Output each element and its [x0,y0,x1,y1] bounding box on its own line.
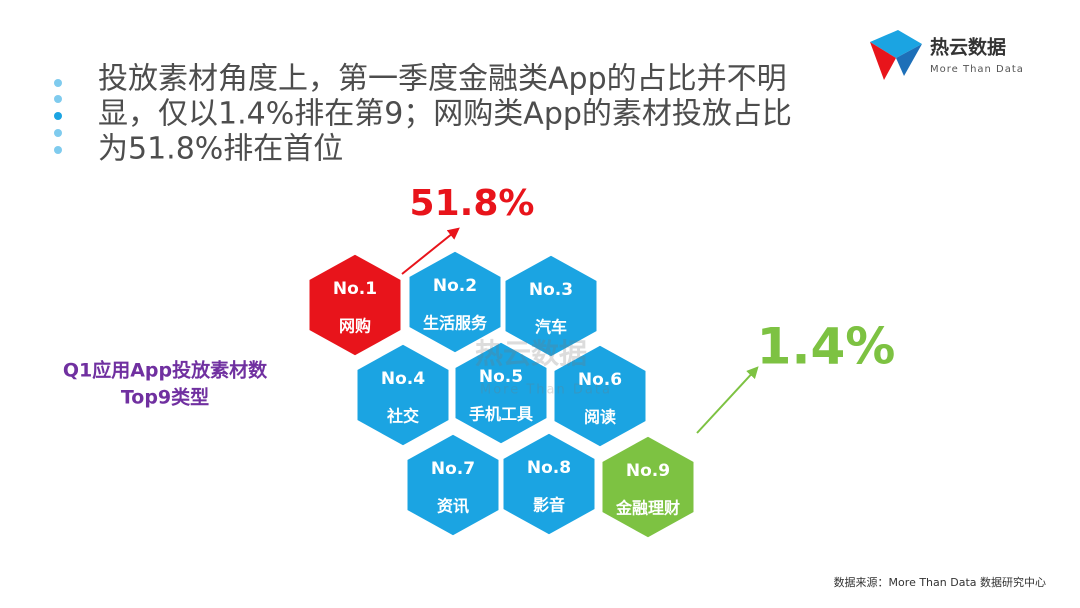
logo-tagline: More Than Data [930,64,1024,75]
hexagon [500,430,598,538]
hexagon-label: 汽车 [535,318,567,337]
hexagon-rank: No.9 [626,461,670,481]
hexagon-grid: No.1 网购 No.2 生活服务 No.3 汽车 No.4 社交 No.5 手机工具 No.6 阅读… [306,248,697,541]
hexagon-rank: No.3 [529,280,573,300]
bullet [54,112,62,120]
hexagon [306,251,404,359]
bullet [54,95,62,103]
hexagon-label: 资讯 [437,497,469,516]
hexagon [354,341,452,449]
hexagon-rank: No.5 [479,367,523,387]
hexagon-label: 社交 [386,407,419,426]
arrow [401,227,460,275]
bullet [54,129,62,137]
side-label: Q1应用App投放素材数 [63,359,268,382]
hexagon [452,339,550,447]
callout: 51.8% [410,183,535,224]
hexagon-rank: No.8 [527,458,571,478]
watermark-tagline: More Than Data [480,383,612,398]
callout: 1.4% [757,318,896,376]
hexagon-label: 阅读 [584,408,616,427]
hexagon [406,248,504,356]
side-label: Top9类型 [121,386,209,409]
headline-line: 投放素材角度上，第一季度金融类App的占比并不明 [98,62,787,97]
hexagon-rank: No.6 [578,370,622,390]
hexagon-rank: No.1 [333,279,377,299]
logo-shape [896,44,922,76]
hexagon-label: 生活服务 [423,314,488,333]
hexagon-label: 网购 [339,317,371,336]
headline-line: 为51.8%排在首位 [98,132,343,167]
hexagon-label: 手机工具 [469,405,533,424]
bullet [54,79,62,87]
hexagon-label: 金融理财 [615,499,680,518]
hexagon [551,342,649,450]
watermark-name: 热云数据 [475,337,587,370]
hexagon [599,433,697,541]
logo-shape [870,42,896,80]
hexagon-rank: No.7 [431,459,475,479]
hexagon-rank: No.2 [433,276,477,296]
logo-icon [870,30,922,80]
headline-line: 显，仅以1.4%排在第9；网购类App的素材投放占比 [98,97,792,132]
hexagon [502,252,600,360]
bullet [54,146,62,154]
hexagon-rank: No.4 [381,369,425,389]
logo-name: 热云数据 [930,36,1006,59]
hexagon-label: 影音 [533,496,565,515]
watermark: 热云数据 More Than Data [475,337,612,398]
bullets [54,79,62,154]
hexagon [404,431,502,539]
source: 数据来源：More Than Data 数据研究中心 [834,575,1046,589]
arrow [696,366,759,434]
